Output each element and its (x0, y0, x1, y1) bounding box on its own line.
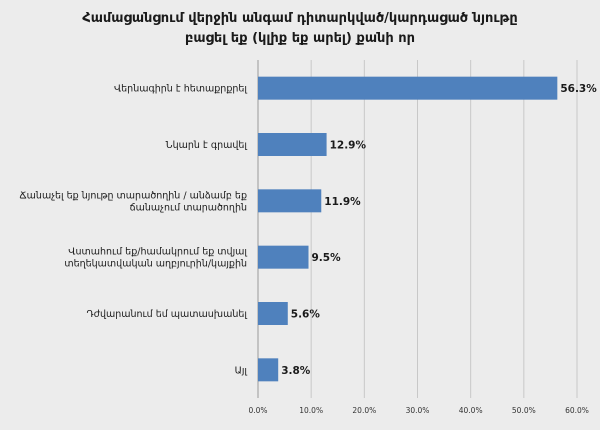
x-tick-label: 60.0% (565, 406, 589, 415)
gridlines (310, 60, 578, 398)
value-labels: 56.3% 12.9% 11.9% 9.5% 5.6% 3.8% (281, 83, 597, 377)
value-label: 12.9% (330, 140, 367, 152)
x-axis-tick-labels: 0.0% 10.0% 20.0% 30.0% 40.0% 50.0% 60.0% (248, 406, 588, 415)
value-label: 11.9% (324, 196, 361, 208)
bar (258, 358, 279, 382)
category-labels: Վերնագիրն է հետաքրքրել Նկարն է գրավել Ճանա… (19, 84, 247, 377)
category-label: Ճանաչել եք նյութը տարածողին / անձամբ եք ճ… (19, 190, 247, 213)
category-label: Այլ (235, 365, 248, 376)
x-tick-label: 10.0% (299, 406, 323, 415)
value-label: 56.3% (560, 83, 597, 95)
category-label: Վստահում եք/համակրում եք տվյալ տեղեկատվակ… (64, 247, 247, 270)
bars (258, 76, 558, 382)
bar (258, 76, 558, 100)
x-tick-label: 50.0% (512, 406, 536, 415)
bar (258, 133, 327, 156)
category-label: Դժվարանում եմ պատասխանել (87, 309, 248, 320)
value-label: 5.6% (291, 309, 321, 321)
bar (258, 189, 322, 213)
bar (258, 245, 309, 269)
category-label: Նկարն է գրավել (166, 140, 248, 151)
category-label: Վերնագիրն է հետաքրքրել (114, 84, 247, 95)
chart-title-line: բացել եք (կլիք եք արել) քանի որ (185, 31, 415, 46)
value-label: 3.8% (281, 365, 311, 377)
bar (258, 302, 288, 325)
value-label: 9.5% (312, 252, 342, 264)
x-tick-label: 30.0% (406, 406, 430, 415)
x-tick-label: 20.0% (352, 406, 376, 415)
x-tick-label: 40.0% (459, 406, 483, 415)
chart-title-line: Համացանցում վերջին անգամ դիտարկված/կարդա… (82, 11, 517, 26)
x-tick-label: 0.0% (248, 406, 267, 415)
chart-title: Համացանցում վերջին անգամ դիտարկված/կարդա… (82, 11, 517, 46)
